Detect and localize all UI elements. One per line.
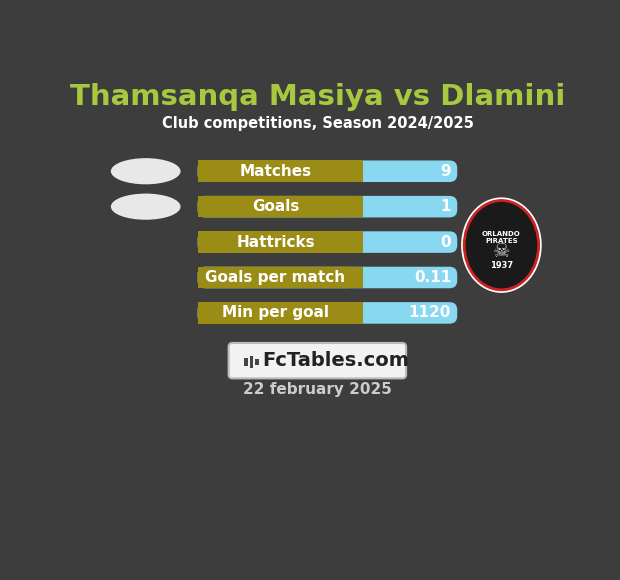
Text: FcTables.com: FcTables.com	[263, 351, 410, 370]
Text: ☠: ☠	[493, 242, 510, 261]
Ellipse shape	[464, 201, 539, 290]
FancyBboxPatch shape	[198, 161, 353, 182]
FancyBboxPatch shape	[198, 302, 458, 324]
Text: Club competitions, Season 2024/2025: Club competitions, Season 2024/2025	[162, 116, 474, 131]
FancyBboxPatch shape	[198, 161, 363, 182]
FancyBboxPatch shape	[198, 161, 458, 182]
Text: Matches: Matches	[239, 164, 312, 179]
Ellipse shape	[111, 194, 180, 220]
Text: ORLANDO: ORLANDO	[482, 231, 521, 237]
FancyBboxPatch shape	[198, 196, 353, 218]
FancyBboxPatch shape	[198, 302, 353, 324]
Ellipse shape	[111, 158, 180, 184]
FancyBboxPatch shape	[198, 231, 458, 253]
Text: 1937: 1937	[490, 260, 513, 270]
Text: Hattricks: Hattricks	[236, 234, 315, 249]
FancyBboxPatch shape	[255, 359, 259, 365]
FancyBboxPatch shape	[198, 196, 363, 218]
Text: Goals per match: Goals per match	[205, 270, 345, 285]
Text: PIRATES: PIRATES	[485, 238, 518, 244]
FancyBboxPatch shape	[198, 196, 458, 218]
Text: Goals: Goals	[252, 199, 299, 214]
FancyBboxPatch shape	[249, 357, 254, 368]
FancyBboxPatch shape	[244, 358, 248, 366]
Ellipse shape	[461, 197, 542, 293]
FancyBboxPatch shape	[198, 231, 363, 253]
FancyBboxPatch shape	[198, 231, 353, 253]
FancyBboxPatch shape	[198, 267, 458, 288]
FancyBboxPatch shape	[198, 267, 353, 288]
Text: 0: 0	[440, 234, 451, 249]
Text: Min per goal: Min per goal	[222, 306, 329, 320]
FancyBboxPatch shape	[198, 267, 363, 288]
Text: 1120: 1120	[409, 306, 451, 320]
Text: 22 february 2025: 22 february 2025	[243, 382, 392, 397]
Text: 1: 1	[441, 199, 451, 214]
Text: 9: 9	[440, 164, 451, 179]
FancyBboxPatch shape	[229, 343, 406, 378]
Text: Thamsanqa Masiya vs Dlamini: Thamsanqa Masiya vs Dlamini	[70, 84, 565, 111]
Text: 0.11: 0.11	[414, 270, 451, 285]
FancyBboxPatch shape	[198, 302, 363, 324]
